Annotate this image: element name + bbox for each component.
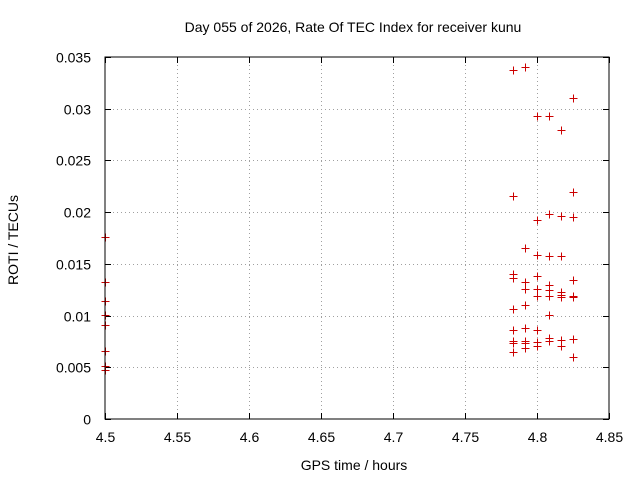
tick-labels: 4.5 4.55 4.6 4.65 4.7 4.75 4.8 4.85 0 0.005 0.01 0.…	[56, 50, 623, 446]
data-point	[533, 342, 542, 351]
data-point	[569, 335, 578, 344]
data-point	[533, 292, 542, 301]
x-tick-label: 4.75	[452, 429, 479, 445]
data-point	[521, 278, 530, 287]
data-point	[569, 353, 578, 362]
data-point	[557, 252, 566, 261]
data-point	[569, 293, 578, 302]
data-point	[533, 285, 542, 294]
y-tick-label: 0.035	[56, 50, 91, 66]
data-point	[569, 188, 578, 197]
plot-frame	[104, 56, 610, 420]
data-point	[569, 213, 578, 222]
data-point	[533, 216, 542, 225]
data-point	[509, 305, 518, 314]
y-tick-label: 0	[83, 412, 91, 428]
data-point	[557, 342, 566, 351]
data-point	[521, 285, 530, 294]
x-tick-label: 4.85	[596, 429, 623, 445]
data-point	[533, 326, 542, 335]
data-point	[521, 344, 530, 353]
x-tick-label: 4.55	[164, 429, 191, 445]
y-tick-label: 0.015	[56, 257, 91, 273]
data-point	[521, 324, 530, 333]
data-point	[557, 293, 566, 302]
data-point	[545, 112, 554, 121]
data-point	[545, 337, 554, 346]
gridlines	[105, 57, 609, 419]
data-point	[509, 339, 518, 348]
x-tick-label: 4.5	[96, 429, 116, 445]
data-point	[521, 244, 530, 253]
data-point	[545, 252, 554, 261]
x-tick-label: 4.6	[240, 429, 260, 445]
data-point	[509, 66, 518, 75]
data-point	[521, 63, 530, 72]
data-point	[569, 276, 578, 285]
data-point	[545, 311, 554, 320]
y-tick-label: 0.03	[64, 102, 91, 118]
data-point	[545, 210, 554, 219]
x-tick-label: 4.8	[528, 429, 548, 445]
x-axis-label: GPS time / hours	[301, 457, 408, 473]
y-tick-label: 0.025	[56, 153, 91, 169]
y-tick-label: 0.01	[64, 309, 91, 325]
data-point	[509, 326, 518, 335]
data-point	[509, 348, 518, 357]
y-axis-label: ROTI / TECUs	[5, 195, 21, 285]
data-point	[545, 292, 554, 301]
x-tick-label: 4.65	[308, 429, 335, 445]
data-point	[521, 301, 530, 310]
data-point	[533, 272, 542, 281]
data-point	[509, 274, 518, 283]
x-tick-label: 4.7	[384, 429, 404, 445]
data-point	[557, 126, 566, 135]
data-point	[533, 112, 542, 121]
y-tick-label: 0.005	[56, 360, 91, 376]
data-point	[509, 192, 518, 201]
chart-title: Day 055 of 2026, Rate Of TEC Index for r…	[185, 19, 522, 35]
data-point	[569, 94, 578, 103]
data-point	[533, 251, 542, 260]
data-point	[557, 212, 566, 221]
y-tick-label: 0.02	[64, 205, 91, 221]
